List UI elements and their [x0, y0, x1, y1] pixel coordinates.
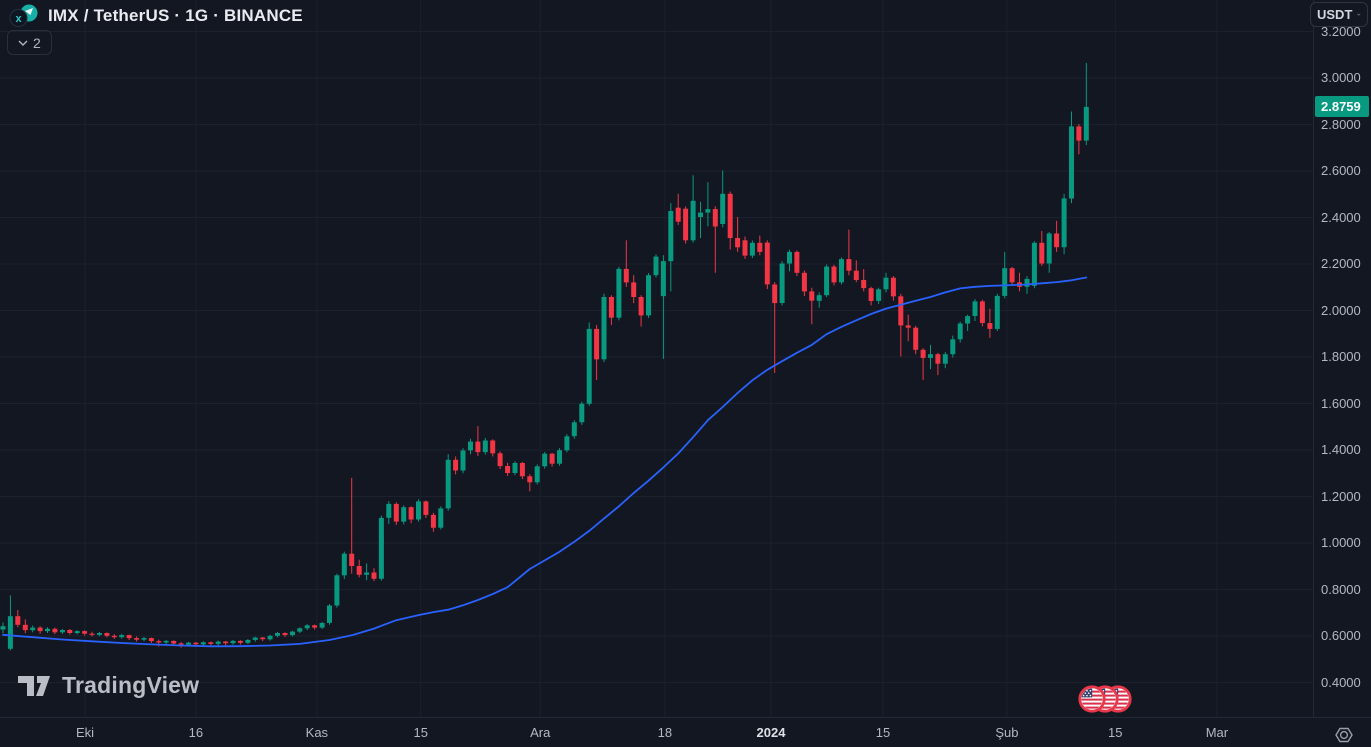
- time-axis-label: 18: [657, 725, 673, 740]
- hexagon-settings-icon: [1335, 727, 1353, 743]
- last-price-value: 2.8759: [1321, 99, 1361, 115]
- time-axis-label: Eki: [75, 725, 95, 740]
- price-axis-label: 0.4000: [1321, 674, 1361, 690]
- moving-average-line: [2, 276, 1088, 648]
- price-axis-label: 3.2000: [1321, 23, 1361, 39]
- candles: [0, 62, 1089, 651]
- price-axis-label: 2.0000: [1321, 302, 1361, 318]
- time-axis-label: 15: [1108, 725, 1123, 740]
- candlestick-chart[interactable]: [0, 0, 1313, 717]
- price-axis-label: 3.0000: [1321, 70, 1361, 85]
- imx-symbol-logo-icon: x: [9, 4, 38, 27]
- indicators-count: 2: [33, 34, 41, 51]
- price-axis-label: 1.6000: [1321, 395, 1361, 411]
- price-axis-label: 1.8000: [1321, 349, 1361, 364]
- tradingview-watermark: TradingView: [16, 672, 199, 699]
- watermark-label: TradingView: [62, 672, 200, 698]
- price-axis[interactable]: 2.8759 3.2000 3.0000 2.8000 2.6000 2.4000 2.2…: [1313, 0, 1371, 717]
- time-axis-label: Kas: [305, 725, 329, 740]
- us-flag-event-icon[interactable]: [1078, 685, 1106, 718]
- symbol-title[interactable]: IMX / TetherUS · 1G · BINANCE: [48, 6, 303, 25]
- price-axis-label: 1.4000: [1321, 442, 1361, 457]
- grid-lines: [0, 0, 1313, 717]
- indicators-collapse-button[interactable]: 2: [7, 30, 52, 55]
- price-axis-label: 2.4000: [1321, 209, 1361, 225]
- time-axis-label: Mar: [1205, 725, 1229, 740]
- time-axis-label: 16: [188, 725, 204, 740]
- time-axis-label: 15: [875, 725, 891, 740]
- price-axis-label: 0.8000: [1321, 581, 1361, 597]
- currency-toggle-button[interactable]: USDT: [1310, 2, 1368, 27]
- currency-label: USDT: [1317, 7, 1353, 22]
- price-axis-label: 0.6000: [1321, 628, 1361, 643]
- time-axis-label: 2024: [756, 725, 786, 740]
- last-price-badge: 2.8759: [1315, 96, 1369, 118]
- time-axis-label: Ara: [530, 725, 551, 740]
- price-axis-label: 1.0000: [1321, 535, 1361, 550]
- symbol-legend: x IMX / TetherUS · 1G · BINANCE: [8, 4, 303, 28]
- axis-settings-button[interactable]: [1332, 723, 1356, 747]
- chevron-down-icon: [18, 40, 28, 46]
- svg-text:x: x: [15, 13, 22, 25]
- chevron-down-icon: [1357, 13, 1361, 16]
- price-axis-label: 2.6000: [1321, 163, 1361, 178]
- price-axis-label: 2.2000: [1321, 256, 1361, 271]
- time-axis-label: Şub: [995, 725, 1019, 740]
- tradingview-logo-icon: [18, 675, 50, 696]
- time-axis-label: 15: [413, 725, 428, 740]
- price-axis-label: 2.8000: [1321, 116, 1361, 132]
- time-axis[interactable]: Eki 16 Kas 15 Ara 18 2024 15 Şub 15 Mar: [0, 717, 1371, 747]
- price-axis-label: 1.2000: [1321, 488, 1361, 504]
